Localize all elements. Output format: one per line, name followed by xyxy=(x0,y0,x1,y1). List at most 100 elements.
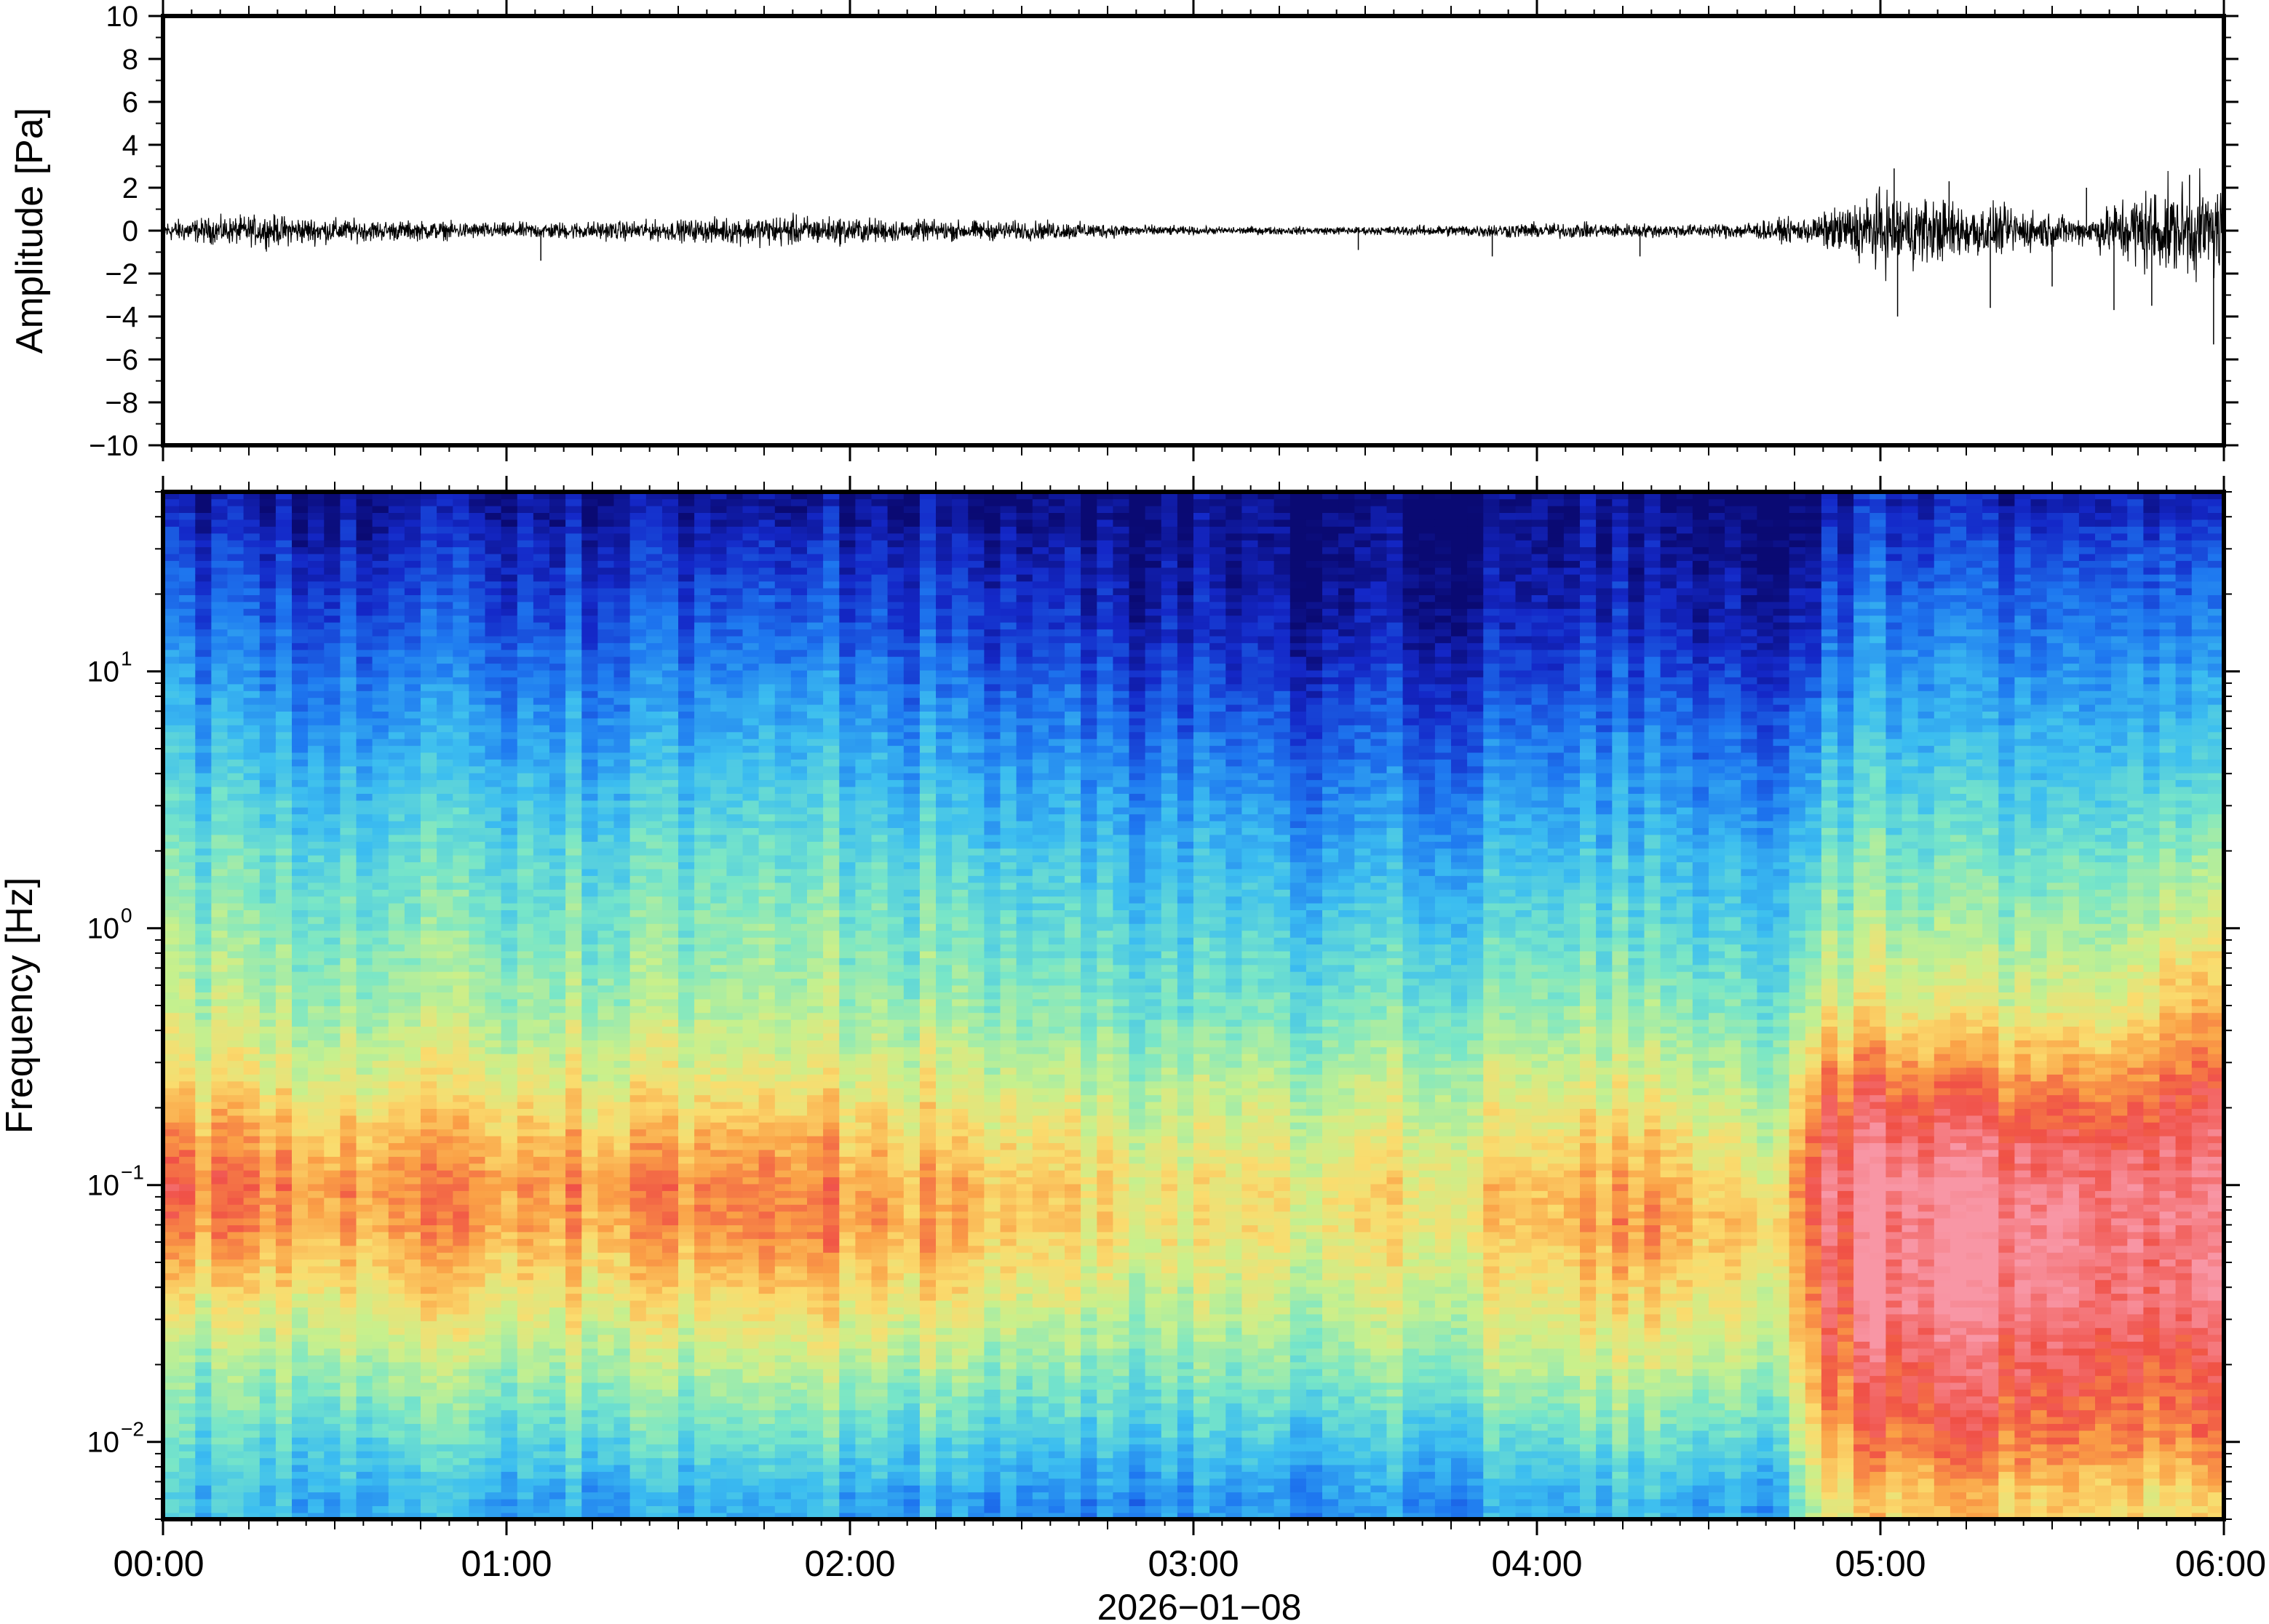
spectrogram-cell xyxy=(517,1375,534,1383)
spectrogram-cell xyxy=(324,1142,341,1150)
spectrogram-cell xyxy=(227,498,245,506)
spectrogram-cell xyxy=(437,759,453,767)
spectrogram-cell xyxy=(469,731,486,739)
spectrogram-cell xyxy=(292,1129,309,1137)
spectrogram-cell xyxy=(372,1307,389,1315)
spectrogram-cell xyxy=(372,1190,389,1198)
spectrogram-cell xyxy=(581,505,599,513)
spectrogram-cell xyxy=(629,930,647,938)
spectrogram-cell xyxy=(292,677,309,685)
spectrogram-cell xyxy=(356,1348,373,1356)
spectrogram-cell xyxy=(613,492,631,500)
spectrogram-cell xyxy=(243,1006,261,1014)
spectrogram-cell xyxy=(565,553,582,561)
spectrogram-cell xyxy=(453,738,470,747)
spectrogram-cell xyxy=(565,882,582,890)
spectrogram-cell xyxy=(372,902,389,910)
spectrogram-cell xyxy=(324,1444,341,1452)
spectrogram-cell xyxy=(517,1492,534,1500)
spectrogram-cell xyxy=(517,1225,534,1233)
spectrogram-cell xyxy=(645,1430,663,1438)
spectrogram-cell xyxy=(163,1183,180,1191)
spectrogram-cell xyxy=(629,1492,647,1500)
spectrogram-cell xyxy=(340,642,357,650)
spectrogram-cell xyxy=(565,807,582,815)
spectrogram-cell xyxy=(485,759,502,767)
spectrogram-cell xyxy=(163,717,180,725)
spectrogram-cell xyxy=(163,1430,180,1438)
spectrogram-cell xyxy=(581,1012,599,1020)
spectrogram-cell xyxy=(437,1341,453,1349)
spectrogram-cell xyxy=(533,902,550,910)
spectrogram-cell xyxy=(388,1430,405,1438)
spectrogram-cell xyxy=(613,1444,631,1452)
spectrogram-cell xyxy=(292,964,309,972)
spectrogram-cell xyxy=(421,745,437,753)
spectrogram-cell xyxy=(421,1238,437,1246)
spectrogram-cell xyxy=(517,1046,534,1054)
spectrogram-cell xyxy=(308,1231,325,1239)
spectrogram-cell xyxy=(421,950,437,958)
spectrogram-cell xyxy=(292,690,309,698)
spectrogram-cell xyxy=(340,1416,357,1424)
spectrogram-cell xyxy=(211,1204,229,1212)
spectrogram-cell xyxy=(501,909,518,918)
spectrogram-cell xyxy=(421,930,437,938)
spectrogram-cell xyxy=(581,1375,599,1383)
spectrogram-cell xyxy=(404,1348,421,1356)
spectrogram-cell xyxy=(517,1245,534,1253)
spectrogram-cell xyxy=(597,950,615,958)
spectrogram-cell xyxy=(485,615,502,623)
spectrogram-cell xyxy=(308,1286,325,1294)
spectrogram-cell xyxy=(195,978,212,986)
spectrogram-cell xyxy=(661,786,679,794)
spectrogram-cell xyxy=(324,1074,341,1082)
spectrogram-cell xyxy=(275,902,293,910)
spectrogram-cell xyxy=(372,1389,389,1397)
spectrogram-cell xyxy=(469,1327,486,1335)
spectrogram-cell xyxy=(661,663,679,671)
spectrogram-cell xyxy=(404,711,421,719)
spectrogram-cell xyxy=(340,519,357,527)
spectrogram-cell xyxy=(340,1464,357,1472)
spectrogram-cell xyxy=(340,560,357,568)
spectrogram-cell xyxy=(211,1251,229,1260)
spectrogram-cell xyxy=(340,594,357,602)
spectrogram-cell xyxy=(356,820,373,828)
spectrogram-cell xyxy=(292,587,309,595)
spectrogram-cell xyxy=(517,677,534,685)
spectrogram-cell xyxy=(340,601,357,609)
spectrogram-cell xyxy=(421,546,437,554)
spectrogram-cell xyxy=(292,1368,309,1377)
spectrogram-cell xyxy=(308,498,325,506)
spectrogram-cell xyxy=(645,923,663,931)
spectrogram-cell xyxy=(195,1498,212,1506)
spectrogram-cell xyxy=(517,690,534,698)
spectrogram-cell xyxy=(517,492,534,500)
spectrogram-cell xyxy=(372,868,389,876)
spectrogram-cell xyxy=(469,1498,486,1506)
spectrogram-cell xyxy=(629,1019,647,1027)
spectrogram-cell xyxy=(581,1142,599,1150)
spectrogram-cell xyxy=(597,505,615,513)
spectrogram-cell xyxy=(195,690,212,698)
spectrogram-cell xyxy=(275,820,293,828)
spectrogram-cell xyxy=(404,909,421,918)
spectrogram-cell xyxy=(421,909,437,918)
spectrogram-cell xyxy=(501,581,518,589)
spectrogram-cell xyxy=(388,1389,405,1397)
spectrogram-cell xyxy=(469,1067,486,1075)
spectrogram-cell xyxy=(324,1273,341,1281)
spectrogram-cell xyxy=(421,916,437,924)
spectrogram-cell xyxy=(565,492,582,500)
spectrogram-cell xyxy=(581,1444,599,1452)
spectrogram-cell xyxy=(211,936,229,945)
spectrogram-cell xyxy=(227,1211,245,1219)
spectrogram-cell xyxy=(517,1108,534,1116)
spectrogram-cell xyxy=(259,854,277,863)
spectrogram-cell xyxy=(629,498,647,506)
spectrogram-cell xyxy=(581,683,599,691)
spectrogram-cell xyxy=(597,1484,615,1493)
spectrogram-cell xyxy=(340,984,357,992)
spectrogram-cell xyxy=(421,1505,437,1513)
